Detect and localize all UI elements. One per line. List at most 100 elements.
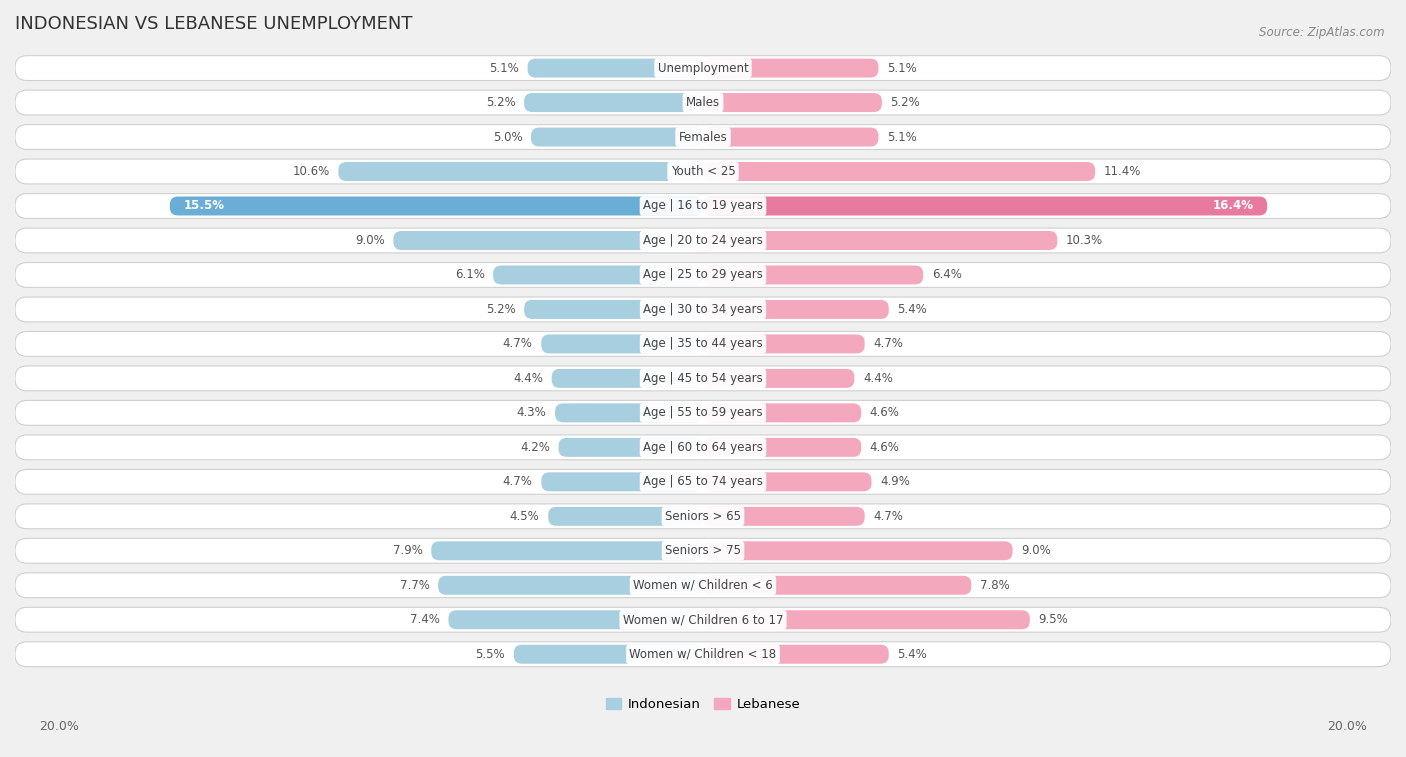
Text: 7.9%: 7.9% <box>392 544 423 557</box>
Text: Age | 35 to 44 years: Age | 35 to 44 years <box>643 338 763 350</box>
Text: Women w/ Children < 18: Women w/ Children < 18 <box>630 648 776 661</box>
FancyBboxPatch shape <box>703 335 865 354</box>
Text: 4.3%: 4.3% <box>517 407 547 419</box>
Text: 5.0%: 5.0% <box>492 130 523 144</box>
Text: 7.4%: 7.4% <box>411 613 440 626</box>
Text: 10.6%: 10.6% <box>292 165 330 178</box>
Text: Youth < 25: Youth < 25 <box>671 165 735 178</box>
FancyBboxPatch shape <box>15 366 1391 391</box>
FancyBboxPatch shape <box>15 332 1391 357</box>
Text: 5.4%: 5.4% <box>897 648 927 661</box>
FancyBboxPatch shape <box>439 576 703 595</box>
Text: Age | 45 to 54 years: Age | 45 to 54 years <box>643 372 763 385</box>
FancyBboxPatch shape <box>339 162 703 181</box>
Legend: Indonesian, Lebanese: Indonesian, Lebanese <box>606 698 800 711</box>
Text: 5.2%: 5.2% <box>890 96 921 109</box>
FancyBboxPatch shape <box>531 128 703 147</box>
Text: 7.8%: 7.8% <box>980 579 1010 592</box>
FancyBboxPatch shape <box>541 335 703 354</box>
FancyBboxPatch shape <box>15 400 1391 425</box>
Text: 4.5%: 4.5% <box>510 509 540 523</box>
Text: 10.3%: 10.3% <box>1066 234 1104 247</box>
FancyBboxPatch shape <box>703 93 882 112</box>
Text: 15.5%: 15.5% <box>184 200 225 213</box>
Text: Women w/ Children < 6: Women w/ Children < 6 <box>633 579 773 592</box>
Text: 6.1%: 6.1% <box>454 269 485 282</box>
FancyBboxPatch shape <box>15 469 1391 494</box>
FancyBboxPatch shape <box>15 435 1391 459</box>
Text: Females: Females <box>679 130 727 144</box>
Text: Age | 25 to 29 years: Age | 25 to 29 years <box>643 269 763 282</box>
Text: 11.4%: 11.4% <box>1104 165 1142 178</box>
FancyBboxPatch shape <box>15 504 1391 528</box>
Text: Unemployment: Unemployment <box>658 61 748 75</box>
Text: Age | 16 to 19 years: Age | 16 to 19 years <box>643 200 763 213</box>
Text: 4.6%: 4.6% <box>870 441 900 454</box>
Text: 4.7%: 4.7% <box>873 509 903 523</box>
Text: 9.0%: 9.0% <box>356 234 385 247</box>
Text: Males: Males <box>686 96 720 109</box>
Text: Seniors > 75: Seniors > 75 <box>665 544 741 557</box>
Text: 5.1%: 5.1% <box>489 61 519 75</box>
FancyBboxPatch shape <box>527 58 703 77</box>
Text: 4.9%: 4.9% <box>880 475 910 488</box>
Text: Source: ZipAtlas.com: Source: ZipAtlas.com <box>1260 26 1385 39</box>
Text: 9.0%: 9.0% <box>1021 544 1050 557</box>
FancyBboxPatch shape <box>541 472 703 491</box>
FancyBboxPatch shape <box>703 369 855 388</box>
FancyBboxPatch shape <box>15 159 1391 184</box>
Text: 4.6%: 4.6% <box>870 407 900 419</box>
FancyBboxPatch shape <box>513 645 703 664</box>
Text: 20.0%: 20.0% <box>39 720 79 733</box>
FancyBboxPatch shape <box>432 541 703 560</box>
Text: 20.0%: 20.0% <box>1327 720 1367 733</box>
Text: 4.4%: 4.4% <box>513 372 543 385</box>
FancyBboxPatch shape <box>15 56 1391 80</box>
Text: 4.7%: 4.7% <box>503 338 533 350</box>
FancyBboxPatch shape <box>703 231 1057 250</box>
Text: Age | 60 to 64 years: Age | 60 to 64 years <box>643 441 763 454</box>
FancyBboxPatch shape <box>703 162 1095 181</box>
FancyBboxPatch shape <box>703 197 1267 216</box>
FancyBboxPatch shape <box>555 403 703 422</box>
Text: 5.2%: 5.2% <box>485 96 516 109</box>
Text: 5.5%: 5.5% <box>475 648 505 661</box>
Text: INDONESIAN VS LEBANESE UNEMPLOYMENT: INDONESIAN VS LEBANESE UNEMPLOYMENT <box>15 15 412 33</box>
FancyBboxPatch shape <box>551 369 703 388</box>
FancyBboxPatch shape <box>394 231 703 250</box>
FancyBboxPatch shape <box>15 297 1391 322</box>
FancyBboxPatch shape <box>703 58 879 77</box>
FancyBboxPatch shape <box>15 125 1391 149</box>
FancyBboxPatch shape <box>558 438 703 456</box>
FancyBboxPatch shape <box>15 573 1391 598</box>
FancyBboxPatch shape <box>703 541 1012 560</box>
FancyBboxPatch shape <box>15 90 1391 115</box>
Text: 4.7%: 4.7% <box>873 338 903 350</box>
FancyBboxPatch shape <box>15 642 1391 667</box>
Text: 6.4%: 6.4% <box>932 269 962 282</box>
FancyBboxPatch shape <box>524 300 703 319</box>
Text: 5.1%: 5.1% <box>887 130 917 144</box>
Text: 5.4%: 5.4% <box>897 303 927 316</box>
FancyBboxPatch shape <box>15 194 1391 219</box>
Text: 4.4%: 4.4% <box>863 372 893 385</box>
FancyBboxPatch shape <box>449 610 703 629</box>
Text: 4.7%: 4.7% <box>503 475 533 488</box>
Text: Age | 65 to 74 years: Age | 65 to 74 years <box>643 475 763 488</box>
Text: Women w/ Children 6 to 17: Women w/ Children 6 to 17 <box>623 613 783 626</box>
FancyBboxPatch shape <box>703 266 924 285</box>
FancyBboxPatch shape <box>703 472 872 491</box>
FancyBboxPatch shape <box>15 263 1391 288</box>
Text: 5.2%: 5.2% <box>485 303 516 316</box>
Text: 7.7%: 7.7% <box>399 579 429 592</box>
Text: 9.5%: 9.5% <box>1039 613 1069 626</box>
FancyBboxPatch shape <box>703 438 862 456</box>
FancyBboxPatch shape <box>15 228 1391 253</box>
Text: 5.1%: 5.1% <box>887 61 917 75</box>
Text: 4.2%: 4.2% <box>520 441 550 454</box>
FancyBboxPatch shape <box>170 197 703 216</box>
FancyBboxPatch shape <box>15 538 1391 563</box>
Text: Age | 30 to 34 years: Age | 30 to 34 years <box>643 303 763 316</box>
FancyBboxPatch shape <box>703 645 889 664</box>
Text: Age | 55 to 59 years: Age | 55 to 59 years <box>643 407 763 419</box>
